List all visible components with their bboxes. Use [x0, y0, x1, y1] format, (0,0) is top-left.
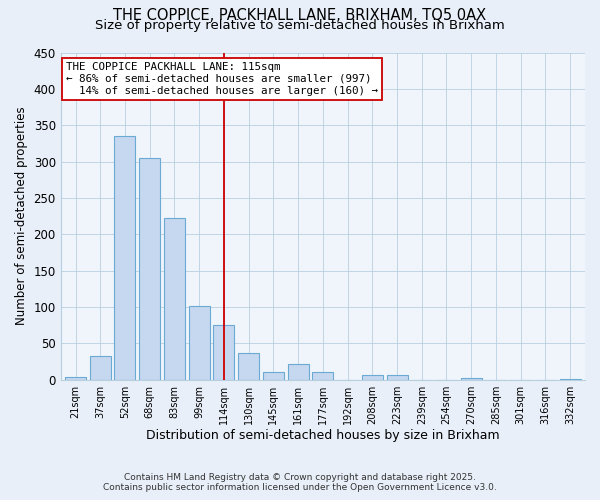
- Bar: [65, 377, 86, 380]
- Bar: [313, 372, 334, 380]
- Bar: [214, 325, 235, 380]
- Bar: [188, 306, 209, 380]
- Y-axis label: Number of semi-detached properties: Number of semi-detached properties: [15, 107, 28, 326]
- X-axis label: Distribution of semi-detached houses by size in Brixham: Distribution of semi-detached houses by …: [146, 430, 500, 442]
- Bar: [238, 353, 259, 380]
- Text: Size of property relative to semi-detached houses in Brixham: Size of property relative to semi-detach…: [95, 18, 505, 32]
- Bar: [560, 379, 581, 380]
- Bar: [362, 376, 383, 380]
- Text: THE COPPICE PACKHALL LANE: 115sqm
← 86% of semi-detached houses are smaller (997: THE COPPICE PACKHALL LANE: 115sqm ← 86% …: [66, 62, 378, 96]
- Text: THE COPPICE, PACKHALL LANE, BRIXHAM, TQ5 0AX: THE COPPICE, PACKHALL LANE, BRIXHAM, TQ5…: [113, 8, 487, 22]
- Bar: [115, 136, 136, 380]
- Text: Contains HM Land Registry data © Crown copyright and database right 2025.
Contai: Contains HM Land Registry data © Crown c…: [103, 473, 497, 492]
- Bar: [263, 372, 284, 380]
- Bar: [139, 158, 160, 380]
- Bar: [90, 356, 111, 380]
- Bar: [287, 364, 308, 380]
- Bar: [386, 374, 407, 380]
- Bar: [164, 218, 185, 380]
- Bar: [461, 378, 482, 380]
